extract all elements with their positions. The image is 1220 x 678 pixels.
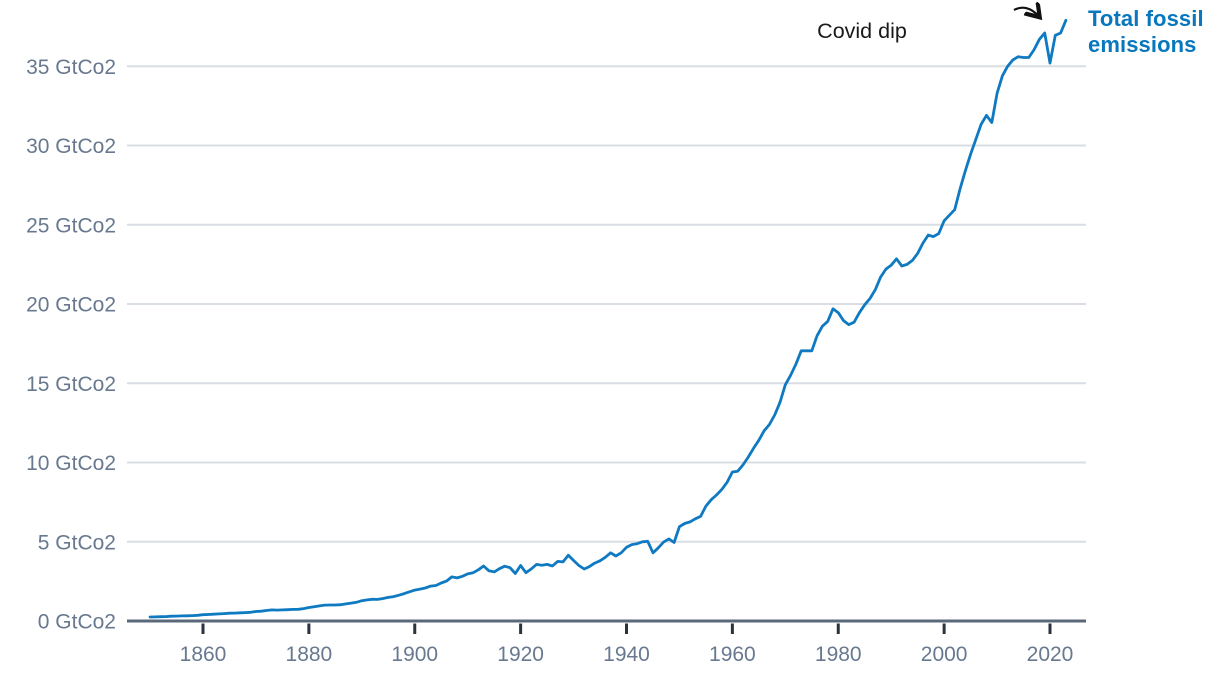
x-tick-label: 1920 [497,643,544,666]
gridlines [127,65,1086,543]
y-axis-labels: 0 GtCo2 5 GtCo2 10 GtCo2 15 GtCo2 20 GtCo2 25… [26,56,116,634]
y-tick-label: 10 GtCo2 [26,452,116,475]
covid-arrow-icon [1013,8,1039,17]
emissions-line [148,18,1068,619]
y-tick-label: 15 GtCo2 [26,373,116,396]
x-tick-label: 1980 [815,643,862,666]
x-axis [127,619,1086,634]
x-tick-label: 1900 [391,643,438,666]
x-tick-label: 1940 [603,643,650,666]
x-tick-label: 2020 [1027,643,1074,666]
x-tick-label: 1860 [180,643,227,666]
x-tick-label: 1960 [709,643,756,666]
y-tick-label: 35 GtCo2 [26,56,116,79]
y-tick-label: 0 GtCo2 [38,611,116,634]
y-tick-label: 25 GtCo2 [26,214,116,237]
series-label: Total fossil emissions [1088,6,1204,58]
x-tick-label: 1880 [286,643,333,666]
y-tick-label: 5 GtCo2 [38,531,116,554]
covid-dip-annotation: Covid dip [817,19,907,43]
y-tick-label: 30 GtCo2 [26,135,116,158]
y-tick-label: 20 GtCo2 [26,294,116,317]
x-axis-labels: 1860 1880 1900 1920 1940 1960 1980 2000 2020 [180,643,1074,666]
x-tick-label: 2000 [921,643,968,666]
